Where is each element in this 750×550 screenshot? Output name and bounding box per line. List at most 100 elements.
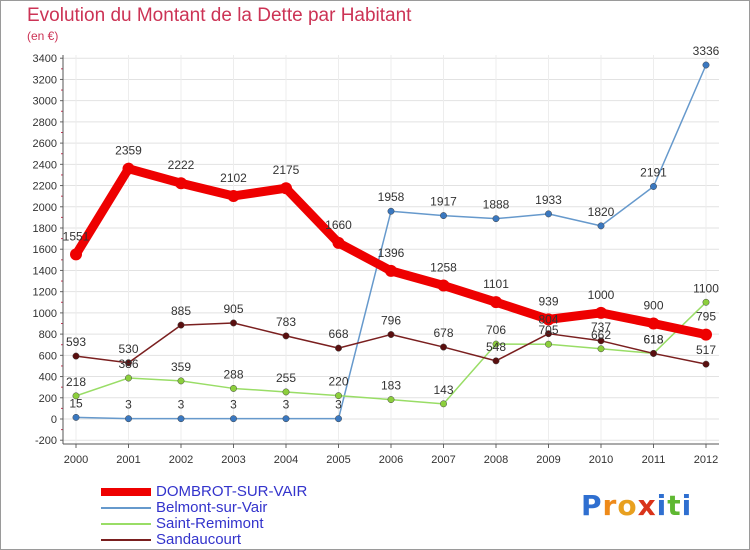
data-point-1 bbox=[72, 413, 80, 421]
data-point-1 bbox=[125, 415, 132, 423]
data-point-0 bbox=[385, 264, 397, 277]
legend-swatch-saint-remimont bbox=[101, 523, 151, 525]
data-point-1 bbox=[650, 183, 657, 190]
y-tick-label: 400 bbox=[39, 372, 57, 384]
data-label-3: 668 bbox=[328, 327, 348, 341]
data-label-0: 900 bbox=[643, 299, 663, 313]
legend-swatch-dombrot bbox=[101, 488, 151, 496]
data-label-1: 1820 bbox=[588, 205, 615, 219]
data-label-1: 2191 bbox=[640, 166, 667, 180]
data-point-3 bbox=[125, 359, 132, 367]
data-label-0: 1551 bbox=[63, 229, 90, 243]
y-tick-label: 800 bbox=[39, 329, 57, 341]
data-point-2 bbox=[387, 396, 395, 404]
data-label-3: 530 bbox=[118, 342, 138, 356]
legend-item-saint-remimont[interactable]: Saint-Remimont bbox=[101, 516, 421, 532]
data-point-3 bbox=[72, 352, 80, 360]
x-tick-label: 2006 bbox=[379, 454, 403, 466]
data-point-0 bbox=[280, 182, 292, 195]
logo-letter: r bbox=[602, 489, 618, 522]
y-tick-label: 2400 bbox=[33, 159, 57, 171]
data-point-2 bbox=[177, 377, 185, 385]
data-point-3 bbox=[230, 319, 237, 327]
y-tick-label: 2800 bbox=[33, 117, 57, 129]
data-point-2 bbox=[597, 345, 605, 353]
data-point-1 bbox=[387, 207, 395, 215]
data-point-0 bbox=[122, 162, 135, 175]
data-label-1: 1933 bbox=[535, 193, 562, 207]
x-tick-label: 2000 bbox=[64, 454, 88, 466]
y-tick-label: -200 bbox=[35, 435, 57, 447]
data-label-3: 804 bbox=[538, 313, 558, 327]
chart-title: Evolution du Montant de la Dette par Hab… bbox=[27, 5, 412, 26]
data-label-3: 905 bbox=[223, 302, 243, 316]
x-tick-label: 2001 bbox=[116, 454, 140, 466]
y-tick-label: 1400 bbox=[33, 265, 57, 277]
data-label-2: 255 bbox=[276, 371, 296, 385]
data-point-1 bbox=[545, 210, 552, 218]
data-point-3 bbox=[597, 337, 605, 345]
legend-item-belmont[interactable]: Belmont-sur-Vair bbox=[101, 500, 421, 516]
x-tick-label: 2002 bbox=[169, 454, 193, 466]
data-point-1 bbox=[492, 215, 500, 223]
logo-letter: t bbox=[667, 489, 682, 522]
data-point-1 bbox=[440, 212, 447, 220]
data-point-0 bbox=[647, 317, 660, 330]
legend-item-dombrot[interactable]: DOMBROT-SUR-VAIR bbox=[101, 484, 421, 500]
data-label-3: 517 bbox=[696, 343, 716, 357]
y-tick-label: 0 bbox=[51, 414, 57, 426]
data-label-0: 2359 bbox=[115, 144, 142, 158]
data-label-1: 3 bbox=[283, 398, 290, 412]
data-point-3 bbox=[650, 349, 657, 357]
data-point-0 bbox=[227, 189, 240, 202]
data-point-1 bbox=[230, 415, 237, 423]
data-label-0: 1396 bbox=[378, 246, 405, 260]
legend-label-sandaucourt: Sandaucourt bbox=[156, 531, 242, 548]
data-label-0: 2102 bbox=[220, 171, 247, 185]
legend-label-belmont: Belmont-sur-Vair bbox=[156, 499, 268, 516]
proxiti-logo[interactable]: Proxiti bbox=[581, 489, 692, 522]
data-label-3: 593 bbox=[66, 335, 86, 349]
data-label-0: 1000 bbox=[588, 288, 615, 302]
unit-label: (en €) bbox=[27, 29, 59, 43]
data-label-3: 783 bbox=[276, 315, 296, 329]
data-label-1: 1917 bbox=[430, 195, 457, 209]
data-point-0 bbox=[175, 177, 187, 190]
axis-layer: -200 0 200 400 600 800 1000 1200 1400 1600 1800 200… bbox=[33, 53, 719, 466]
x-tick-label: 2004 bbox=[274, 454, 298, 466]
data-label-2: 218 bbox=[66, 375, 86, 389]
y-tick-label: 600 bbox=[39, 350, 57, 362]
logo-letter: o bbox=[617, 489, 638, 522]
y-tick-label: 3000 bbox=[33, 96, 57, 108]
y-tick-label: 1200 bbox=[33, 287, 57, 299]
data-point-2 bbox=[545, 340, 552, 348]
x-tick-label: 2010 bbox=[589, 454, 613, 466]
data-label-2: 705 bbox=[538, 323, 558, 337]
data-point-0 bbox=[700, 328, 712, 341]
data-label-0: 939 bbox=[538, 294, 558, 308]
data-label-1: 3 bbox=[230, 398, 237, 412]
x-tick-label: 2008 bbox=[484, 454, 508, 466]
legend-item-sandaucourt[interactable]: Sandaucourt bbox=[101, 532, 421, 548]
data-label-2: 288 bbox=[223, 367, 243, 381]
data-label-layer: 15 3 3 3 3 3 1958 1917 1888 1933 1820 2191 3336 218 38… bbox=[63, 44, 720, 412]
logo-letter: i bbox=[681, 489, 693, 522]
data-label-2: 183 bbox=[381, 379, 401, 393]
data-point-2 bbox=[492, 340, 500, 348]
data-label-2: 359 bbox=[171, 360, 191, 374]
data-label-3: 885 bbox=[171, 304, 191, 318]
data-label-3: 737 bbox=[591, 320, 611, 334]
y-tick-label: 200 bbox=[39, 393, 57, 405]
data-point-3 bbox=[335, 344, 342, 352]
data-point-3 bbox=[282, 332, 290, 340]
data-point-3 bbox=[492, 357, 500, 365]
y-tick-label: 2200 bbox=[33, 181, 57, 193]
x-tick-label: 2007 bbox=[431, 454, 455, 466]
x-tick-label: 2005 bbox=[326, 454, 350, 466]
data-point-2 bbox=[125, 374, 132, 382]
data-label-0: 2175 bbox=[273, 163, 300, 177]
data-label-1: 15 bbox=[69, 396, 83, 410]
data-point-2 bbox=[72, 392, 80, 400]
